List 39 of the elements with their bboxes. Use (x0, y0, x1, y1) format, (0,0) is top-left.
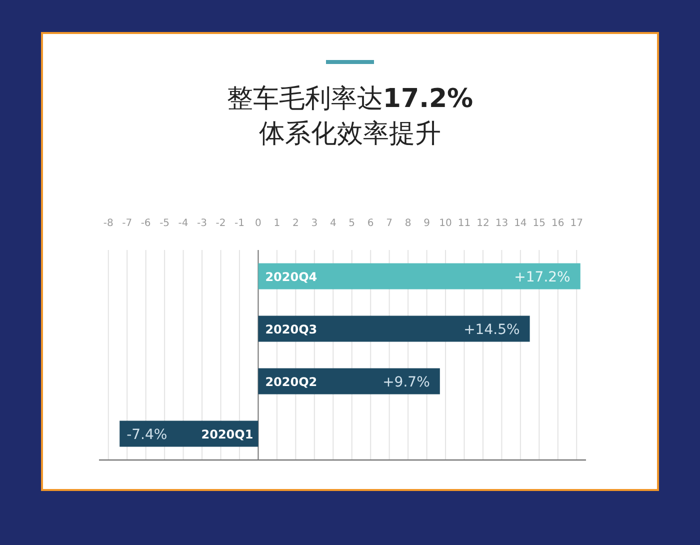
x-tick-label: -5 (160, 218, 170, 229)
data-label: +9.7% (382, 374, 430, 390)
x-tick-label: 13 (495, 218, 508, 229)
x-tick-label: 7 (386, 218, 393, 229)
x-tick-label: -7 (122, 218, 132, 229)
x-tick-label: 3 (311, 218, 318, 229)
x-tick-label: 4 (330, 218, 336, 229)
x-tick-label: 12 (476, 218, 490, 229)
x-tick-label: 11 (458, 218, 471, 229)
bar (258, 316, 530, 342)
x-tick-label: 16 (552, 218, 564, 229)
x-tick-label: -4 (178, 218, 188, 229)
bar (258, 368, 440, 394)
x-tick-label: 6 (367, 218, 374, 229)
x-tick-label: -1 (234, 218, 244, 229)
data-label: -7.4% (126, 426, 168, 443)
y-tick-label: 2020Q1 (201, 427, 254, 442)
bar (258, 263, 580, 290)
chart-title: 整车毛利率达17.2% (226, 84, 474, 114)
data-label: +17.2% (514, 269, 570, 286)
y-tick-label: 2020Q3 (265, 322, 318, 336)
x-tick-label: -6 (140, 218, 151, 229)
x-tick-label: 15 (532, 218, 546, 229)
y-tick-label: 2020Q4 (265, 270, 318, 284)
x-tick-label: 17 (570, 218, 583, 229)
y-tick-label: 2020Q2 (265, 374, 318, 389)
x-tick-label: 1 (274, 218, 280, 229)
x-tick-label: 14 (514, 218, 527, 229)
x-tick-label: 5 (348, 218, 356, 229)
data-label: +14.5% (464, 322, 520, 338)
x-tick-label: 0 (255, 218, 262, 229)
x-tick-label: -3 (197, 218, 208, 229)
chart-subtitle: 体系化效率提升 (259, 119, 441, 149)
x-tick-label: 2 (292, 218, 299, 229)
x-tick-label: 9 (424, 218, 430, 229)
x-tick-label: -2 (216, 218, 226, 229)
x-tick-label: -8 (103, 218, 114, 229)
x-tick-label: 8 (404, 218, 412, 229)
x-tick-label: 10 (439, 218, 452, 229)
